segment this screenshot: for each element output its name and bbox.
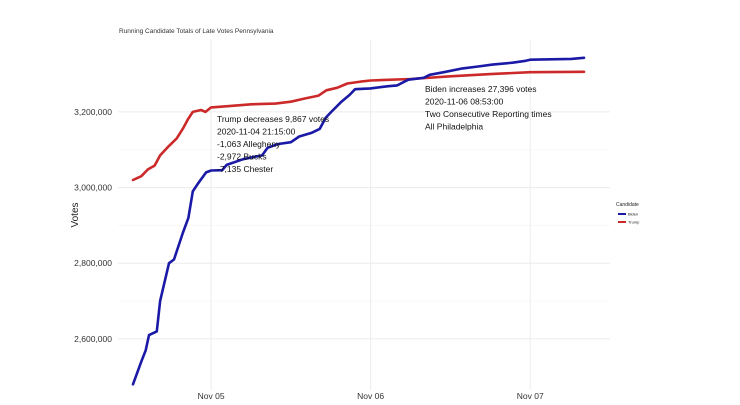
annotation-line: -7,135 Chester — [217, 164, 273, 174]
annotation-line: Biden increases 27,396 votes — [425, 84, 537, 94]
series-line-trump — [131, 70, 586, 182]
annotations: Trump decreases 9,867 votes 2020-11-04 21… — [217, 84, 552, 174]
legend-label: Biden — [628, 212, 638, 217]
annotation-line: Two Consecutive Reporting times — [425, 109, 552, 119]
y-axis-label: Votes — [70, 202, 81, 227]
y-tick-label: 2,800,000 — [74, 258, 112, 268]
y-tick-label: 3,000,000 — [74, 183, 112, 193]
grid — [118, 40, 610, 390]
legend-title: Candidate — [616, 202, 639, 208]
legend-label: Trump — [628, 220, 640, 225]
series-layer — [131, 56, 586, 386]
y-tick-label: 2,600,000 — [74, 334, 112, 344]
annotation-line: Trump decreases 9,867 votes — [217, 114, 329, 124]
chart-title: Running Candidate Totals of Late Votes P… — [119, 28, 274, 35]
x-axis: Nov 05 Nov 06 Nov 07 — [198, 391, 544, 401]
y-axis: 2,600,000 2,800,000 3,000,000 3,200,000 — [74, 107, 112, 344]
legend: Candidate Biden Trump — [616, 202, 640, 225]
annotation-line: 2020-11-04 21:15:00 — [217, 127, 296, 137]
series-line-biden — [131, 56, 586, 386]
y-tick-label: 3,200,000 — [74, 107, 112, 117]
x-tick-label: Nov 05 — [198, 391, 225, 400]
plot-area — [118, 40, 610, 390]
annotation-line: -1,063 Allegheny — [217, 139, 281, 149]
x-tick-label: Nov 06 — [357, 391, 384, 400]
annotation-line: 2020-11-06 08:53:00 — [425, 97, 504, 107]
annotation-line: -2,972 Bucks — [217, 152, 267, 162]
annotation-line: All Philadelphia — [425, 122, 483, 132]
x-tick-label: Nov 07 — [517, 391, 544, 400]
